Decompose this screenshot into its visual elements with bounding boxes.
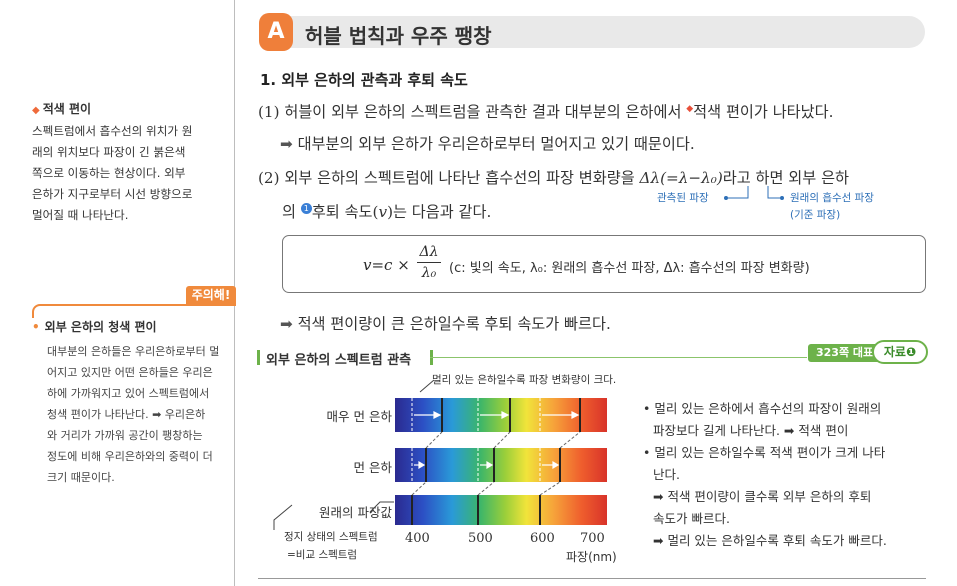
rest-pointer: [273, 504, 293, 530]
annotation-brackets: [724, 186, 784, 200]
label-pointer: [369, 501, 394, 513]
figure-title: 외부 은하의 스펙트럼 관측: [266, 353, 412, 368]
spectrum-diagram: [273, 379, 607, 530]
axis-tick-500: 500: [468, 531, 493, 546]
reference-badge: 자료❶: [872, 340, 928, 364]
axis-tick-600: 600: [530, 531, 555, 546]
formula-fraction: Δλ λ₀: [417, 242, 441, 283]
explanation-line: 속도가 빠르다.: [653, 511, 730, 526]
rest-spectrum-note-1: 정지 상태의 스펙트럼: [284, 531, 378, 543]
reference-tag: 323쪽 대표: [808, 344, 890, 362]
paragraph-1: (1) 허블이 외부 은하의 스펙트럼을 관측한 결과 대부분의 은하에서 ◆적…: [258, 103, 834, 121]
formula-lhs: v=c ×: [363, 256, 410, 274]
annotation-original: 원래의 흡수선 파장: [790, 192, 874, 204]
note-line: 크기 때문이다.: [47, 471, 115, 484]
note-pointer: [419, 379, 435, 393]
explanation-line: 난다.: [653, 467, 680, 482]
star-icon: ◆: [686, 103, 694, 114]
section-heading: 1. 외부 은하의 관측과 후퇴 속도: [260, 71, 468, 89]
spectrum-original: [395, 495, 607, 525]
conclusion: ➡ 적색 편이량이 큰 은하일수록 후퇴 속도가 빠르다.: [280, 315, 611, 333]
rest-spectrum-note-2: =비교 스펙트럼: [287, 549, 358, 561]
note-line: 쪽으로 이동하는 현상이다. 외부: [32, 166, 186, 180]
figure-title-line: [430, 357, 807, 358]
note-line: 래의 위치보다 파장이 긴 붉은색: [32, 145, 186, 159]
explanation-line: • 멀리 있는 은하일수록 적색 편이가 크게 나타: [643, 445, 886, 460]
axis-tick-400: 400: [405, 531, 430, 546]
axis-tick-700: 700: [580, 531, 605, 546]
row-label-far: 먼 은하: [353, 460, 392, 475]
bottom-divider: [258, 578, 926, 579]
paragraph-2: (2) 외부 은하의 스펙트럼에 나타난 흡수선의 파장 변화량을 Δλ(=λ−…: [258, 169, 850, 187]
spectrum-far: [395, 448, 607, 482]
formula-numerator: Δλ: [417, 242, 441, 263]
note-line: 멀어질 때 나타난다.: [32, 208, 129, 222]
caution-frame: [32, 304, 236, 318]
explanation-line: ➡ 멀리 있는 은하일수록 후퇴 속도가 빠르다.: [653, 533, 887, 548]
formula-description: (c: 빛의 속도, λ₀: 원래의 흡수선 파장, Δλ: 흡수선의 파장 변…: [449, 261, 810, 276]
section-badge: A: [259, 13, 293, 51]
bullet-icon: •: [32, 320, 40, 334]
formula-denominator: λ₀: [421, 265, 437, 281]
note-title: ◆ 적색 편이: [32, 102, 92, 116]
note-line: 정도에 비해 우리은하와의 중력이 더: [47, 450, 213, 463]
right-arrow-icon: ➡: [280, 135, 293, 153]
explanation-line: ➡ 적색 편이량이 클수록 외부 은하의 후퇴: [653, 489, 872, 504]
footnote-marker: 1: [300, 202, 312, 214]
paragraph-1-conclusion: ➡ 대부분의 외부 은하가 우리은하로부터 멀어지고 있기 때문이다.: [280, 135, 695, 153]
note-line: 하에 가까워지고 있어 스펙트럼에서: [47, 387, 210, 400]
reference-markers: [411, 398, 541, 482]
page-title: 허블 법칙과 우주 팽창: [305, 24, 492, 48]
note-line: 스펙트럼에서 흡수선의 위치가 원: [32, 124, 193, 138]
axis-unit: 파장(nm): [566, 550, 617, 564]
explanation-line: 파장보다 길게 나타난다. ➡ 적색 편이: [653, 423, 849, 438]
absorption-lines-far: [425, 448, 561, 482]
delta-lambda-formula: Δλ(=λ−λ₀): [639, 169, 723, 187]
note-line: 은하가 지구로부터 시선 방향으로: [32, 187, 193, 201]
shift-arrows: [414, 411, 580, 470]
note-line: 청색 편이가 나타난다. ➡ 우리은하: [47, 408, 206, 421]
row-label-very-far: 매우 먼 은하: [326, 409, 392, 424]
note-line: 어지고 있지만 어떤 은하들은 우리은: [47, 366, 213, 379]
figure-top-note: 멀리 있는 은하일수록 파장 변화량이 크다.: [432, 374, 617, 386]
figure-title-bar: [257, 350, 260, 365]
diamond-icon: ◆: [32, 105, 40, 116]
absorption-lines-original: [411, 495, 541, 525]
caution-tag: 주의해!: [186, 286, 236, 305]
paragraph-2-line2: 의 1 후퇴 속도(v)는 다음과 같다.: [282, 202, 492, 221]
connector-lines: [411, 431, 581, 496]
recession-velocity-formula: v=c × Δλ λ₀ (c: 빛의 속도, λ₀: 원래의 흡수선 파장, Δ…: [282, 235, 926, 293]
note-title: • 외부 은하의 청색 편이: [32, 320, 157, 334]
title-bar: [261, 16, 925, 48]
annotation-reference: (기준 파장): [790, 209, 841, 221]
absorption-lines-very-far: [441, 398, 581, 432]
annotation-observed: 관측된 파장: [657, 192, 709, 204]
explanation-line: • 멀리 있는 은하에서 흡수선의 파장이 원래의: [643, 401, 882, 416]
note-line: 대부분의 은하들은 우리은하로부터 멀: [47, 345, 220, 358]
right-arrow-icon: ➡: [280, 315, 293, 333]
note-line: 와 거리가 가까워 공간이 팽창하는: [47, 429, 203, 442]
